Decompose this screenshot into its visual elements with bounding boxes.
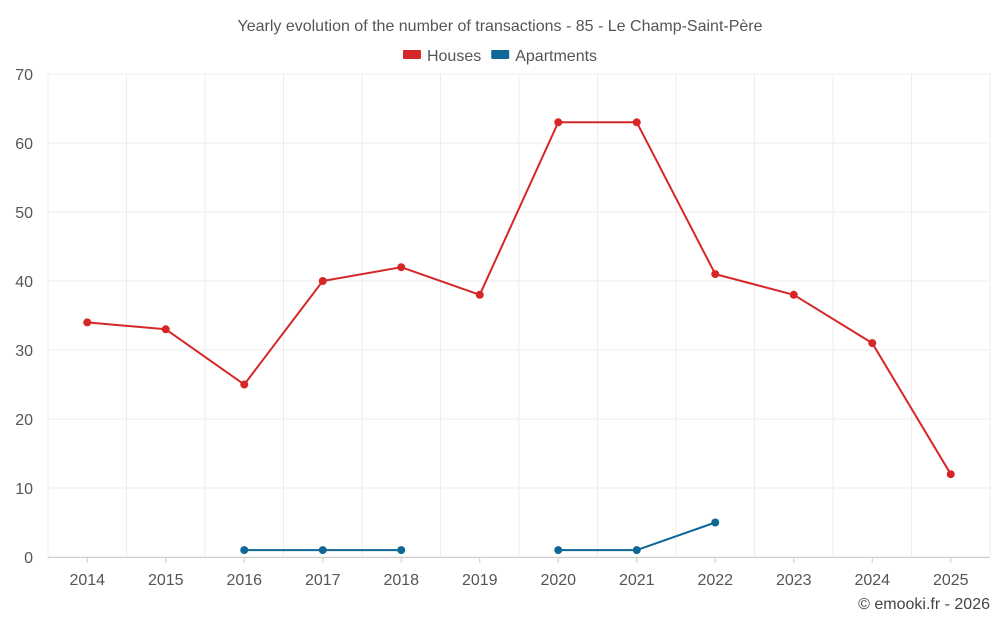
x-tick-label-2024: 2024 <box>854 572 890 589</box>
point-houses-2014[interactable] <box>83 318 92 327</box>
y-axis: 0 10 20 30 40 50 60 70 <box>15 67 33 567</box>
point-houses-2018[interactable] <box>397 263 406 272</box>
point-houses-2025[interactable] <box>946 470 955 479</box>
point-apartments-2018[interactable] <box>397 546 406 555</box>
point-apartments-2016[interactable] <box>240 546 249 555</box>
point-houses-2020[interactable] <box>554 118 563 127</box>
legend-swatch-apartments <box>491 50 510 59</box>
x-tick-label-2018: 2018 <box>383 572 419 589</box>
y-tick-label-20: 20 <box>15 412 33 429</box>
x-tick-label-2020: 2020 <box>540 572 576 589</box>
x-tick-label-2019: 2019 <box>462 572 498 589</box>
point-houses-2017[interactable] <box>318 277 327 285</box>
y-tick-label-70: 70 <box>15 67 33 84</box>
series-line-apartments-1 <box>558 521 716 552</box>
chart-grid <box>47 73 991 558</box>
x-tick-label-2015: 2015 <box>148 572 184 589</box>
x-tick-label-2014: 2014 <box>69 572 105 589</box>
x-tick-label-2017: 2017 <box>305 572 341 589</box>
point-houses-2019[interactable] <box>475 290 484 299</box>
x-axis: 2014 2015 2016 2017 2018 2019 2020 2021 2022 2023… <box>48 557 990 589</box>
chart-legend: Houses Apartments <box>402 48 597 65</box>
x-tick-label-2025: 2025 <box>933 572 969 589</box>
legend-item-houses[interactable]: Houses <box>402 48 481 65</box>
y-tick-label-10: 10 <box>15 481 33 498</box>
legend-swatch-houses <box>402 50 421 59</box>
series-apartments <box>240 518 720 555</box>
y-tick-label-60: 60 <box>15 136 33 153</box>
chart-title: Yearly evolution of the number of transa… <box>237 18 762 35</box>
x-tick-label-2021: 2021 <box>619 572 655 589</box>
series-layer <box>83 118 955 555</box>
point-houses-2021[interactable] <box>632 118 641 127</box>
legend-label-apartments: Apartments <box>515 48 597 65</box>
chart-credit: © emooki.fr - 2026 <box>858 596 990 613</box>
series-houses <box>83 118 955 479</box>
point-apartments-2017[interactable] <box>318 546 327 555</box>
y-tick-label-0: 0 <box>24 550 33 567</box>
point-apartments-2022[interactable] <box>711 518 720 527</box>
point-houses-2023[interactable] <box>789 290 798 299</box>
x-tick-label-2022: 2022 <box>697 572 733 589</box>
point-houses-2024[interactable] <box>868 339 877 348</box>
legend-label-houses: Houses <box>427 48 481 65</box>
x-tick-label-2016: 2016 <box>226 572 262 589</box>
y-tick-label-40: 40 <box>15 274 33 291</box>
point-houses-2015[interactable] <box>161 325 170 334</box>
legend-item-apartments[interactable]: Apartments <box>491 48 597 65</box>
y-tick-label-30: 30 <box>15 343 33 360</box>
point-houses-2016[interactable] <box>240 380 249 389</box>
point-apartments-2020[interactable] <box>554 546 563 555</box>
x-tick-label-2023: 2023 <box>776 572 812 589</box>
point-apartments-2021[interactable] <box>632 546 641 555</box>
series-line-houses-0 <box>87 121 952 475</box>
point-houses-2022[interactable] <box>711 270 720 279</box>
y-tick-label-50: 50 <box>15 205 33 222</box>
